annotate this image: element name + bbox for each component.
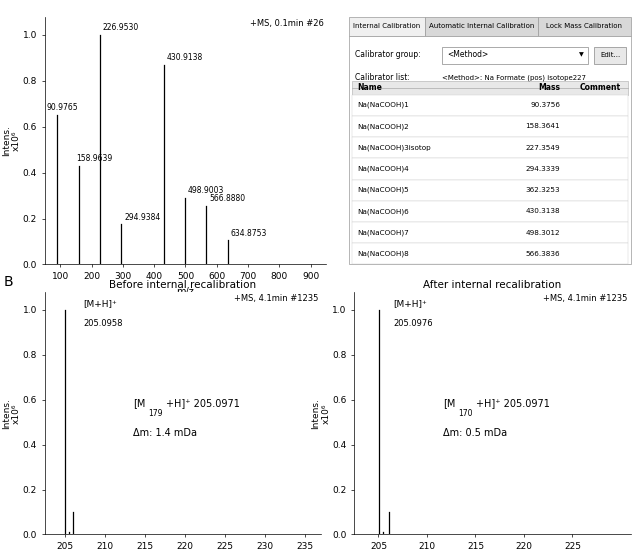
Text: 205.0976: 205.0976 <box>393 318 433 328</box>
Text: +MS, 0.1min #26: +MS, 0.1min #26 <box>250 19 324 28</box>
Bar <box>352 158 628 180</box>
Text: [M: [M <box>443 398 455 408</box>
Text: [M: [M <box>133 398 145 408</box>
Text: 634.8753: 634.8753 <box>231 229 267 237</box>
Text: +MS, 4.1min #1235: +MS, 4.1min #1235 <box>543 294 628 304</box>
Text: 90.3756: 90.3756 <box>530 102 560 108</box>
Text: [M+H]⁺: [M+H]⁺ <box>83 299 117 309</box>
Text: 227.3549: 227.3549 <box>526 145 560 151</box>
Title: Before internal recalibration: Before internal recalibration <box>109 280 256 290</box>
Text: B: B <box>3 276 13 289</box>
Text: Mass: Mass <box>538 83 560 93</box>
Text: +H]⁺ 205.0971: +H]⁺ 205.0971 <box>476 398 550 408</box>
Bar <box>442 47 589 63</box>
Bar <box>538 17 631 36</box>
Text: Δm: 0.5 mDa: Δm: 0.5 mDa <box>443 428 507 437</box>
Title: After internal recalibration: After internal recalibration <box>424 280 562 290</box>
Text: <Method>: Na Formate (pos) isotope227: <Method>: Na Formate (pos) isotope227 <box>442 74 586 80</box>
Text: 226.9530: 226.9530 <box>103 23 139 32</box>
Y-axis label: Intens.
x10⁶: Intens. x10⁶ <box>311 398 331 429</box>
Text: 158.9639: 158.9639 <box>76 154 112 163</box>
Text: 498.3012: 498.3012 <box>526 230 560 236</box>
Text: ▼: ▼ <box>578 52 583 57</box>
Text: Na(NaCOOH)4: Na(NaCOOH)4 <box>357 166 409 172</box>
Bar <box>352 95 628 116</box>
Text: 430.3138: 430.3138 <box>526 208 560 214</box>
Text: 498.9003: 498.9003 <box>188 186 224 195</box>
X-axis label: m/z: m/z <box>176 287 194 296</box>
Text: Comment: Comment <box>580 83 621 93</box>
Text: 294.3339: 294.3339 <box>526 166 560 172</box>
Text: Na(NaCOOH)2: Na(NaCOOH)2 <box>357 123 409 129</box>
Text: +MS, 4.1min #1235: +MS, 4.1min #1235 <box>234 294 318 304</box>
Text: 294.9384: 294.9384 <box>124 213 161 222</box>
Text: Calibrator group:: Calibrator group: <box>355 51 420 60</box>
Bar <box>594 47 626 63</box>
Bar <box>349 17 425 36</box>
Text: 179: 179 <box>148 409 162 418</box>
Text: Na(NaCOOH)7: Na(NaCOOH)7 <box>357 229 409 236</box>
Bar <box>352 180 628 201</box>
Text: 362.3253: 362.3253 <box>526 187 560 193</box>
Text: Na(NaCOOH)8: Na(NaCOOH)8 <box>357 251 409 257</box>
Text: Edit...: Edit... <box>600 52 620 58</box>
Text: 170: 170 <box>458 409 473 418</box>
Text: Δm: 1.4 mDa: Δm: 1.4 mDa <box>133 428 197 437</box>
Text: 430.9138: 430.9138 <box>167 53 203 62</box>
Text: Na(NaCOOH)6: Na(NaCOOH)6 <box>357 208 409 215</box>
Text: 566.8880: 566.8880 <box>209 194 245 203</box>
Text: Na(NaCOOH)1: Na(NaCOOH)1 <box>357 102 409 109</box>
Text: [M+H]⁺: [M+H]⁺ <box>393 299 427 309</box>
Bar <box>352 116 628 137</box>
Text: 566.3836: 566.3836 <box>526 251 560 257</box>
Text: 158.3641: 158.3641 <box>526 123 560 129</box>
Text: Na(NaCOOH)5: Na(NaCOOH)5 <box>357 187 409 193</box>
Bar <box>352 243 628 264</box>
Y-axis label: Intens.
x10⁶: Intens. x10⁶ <box>2 125 21 156</box>
Text: Internal Calibration: Internal Calibration <box>354 24 420 29</box>
Text: Lock Mass Calibration: Lock Mass Calibration <box>546 24 622 29</box>
Text: <Method>: <Method> <box>447 51 489 60</box>
Bar <box>352 81 628 95</box>
Text: Automatic Internal Calibration: Automatic Internal Calibration <box>429 24 534 29</box>
Bar <box>352 222 628 243</box>
Y-axis label: Intens.
x10⁶: Intens. x10⁶ <box>2 398 21 429</box>
Bar <box>352 137 628 158</box>
Bar <box>425 17 538 36</box>
Text: +H]⁺ 205.0971: +H]⁺ 205.0971 <box>166 398 240 408</box>
Bar <box>352 201 628 222</box>
Text: 90.9765: 90.9765 <box>47 104 78 112</box>
Text: 205.0958: 205.0958 <box>83 318 123 328</box>
Text: Name: Name <box>357 83 382 93</box>
Text: Na(NaCOOH)3isotop: Na(NaCOOH)3isotop <box>357 144 431 151</box>
Text: Calibrator list:: Calibrator list: <box>355 73 410 82</box>
